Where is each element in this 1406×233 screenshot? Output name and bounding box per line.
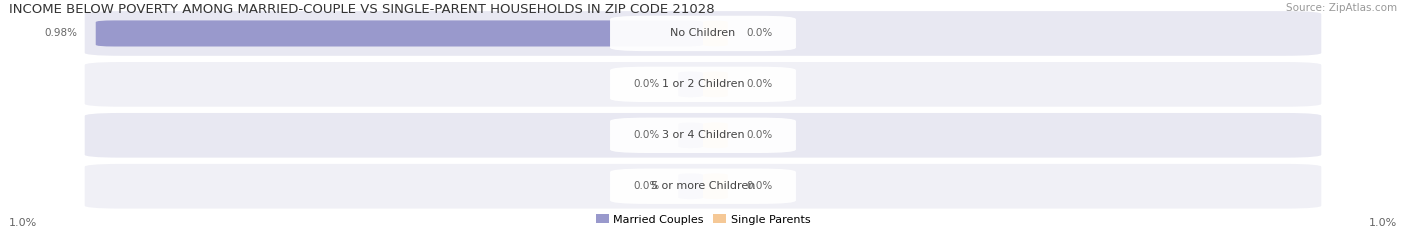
FancyBboxPatch shape bbox=[703, 173, 728, 199]
Text: 1.0%: 1.0% bbox=[1369, 218, 1398, 228]
Text: 0.0%: 0.0% bbox=[633, 130, 659, 140]
FancyBboxPatch shape bbox=[703, 71, 728, 97]
FancyBboxPatch shape bbox=[703, 21, 728, 47]
FancyBboxPatch shape bbox=[678, 122, 703, 148]
Legend: Married Couples, Single Parents: Married Couples, Single Parents bbox=[596, 214, 810, 225]
FancyBboxPatch shape bbox=[96, 21, 703, 47]
FancyBboxPatch shape bbox=[610, 67, 796, 102]
FancyBboxPatch shape bbox=[703, 122, 728, 148]
Text: No Children: No Children bbox=[671, 28, 735, 38]
Text: 0.0%: 0.0% bbox=[633, 181, 659, 191]
FancyBboxPatch shape bbox=[610, 16, 796, 51]
Text: 5 or more Children: 5 or more Children bbox=[651, 181, 755, 191]
FancyBboxPatch shape bbox=[83, 162, 1323, 210]
FancyBboxPatch shape bbox=[610, 168, 796, 204]
FancyBboxPatch shape bbox=[678, 71, 703, 97]
FancyBboxPatch shape bbox=[678, 173, 703, 199]
Text: 0.0%: 0.0% bbox=[747, 28, 773, 38]
Text: 0.98%: 0.98% bbox=[44, 28, 77, 38]
Text: Source: ZipAtlas.com: Source: ZipAtlas.com bbox=[1286, 3, 1398, 13]
Text: 0.0%: 0.0% bbox=[747, 130, 773, 140]
Text: INCOME BELOW POVERTY AMONG MARRIED-COUPLE VS SINGLE-PARENT HOUSEHOLDS IN ZIP COD: INCOME BELOW POVERTY AMONG MARRIED-COUPL… bbox=[8, 3, 714, 16]
FancyBboxPatch shape bbox=[83, 112, 1323, 159]
Text: 0.0%: 0.0% bbox=[747, 79, 773, 89]
Text: 3 or 4 Children: 3 or 4 Children bbox=[662, 130, 744, 140]
Text: 0.0%: 0.0% bbox=[747, 181, 773, 191]
Text: 1.0%: 1.0% bbox=[8, 218, 37, 228]
Text: 0.0%: 0.0% bbox=[633, 79, 659, 89]
FancyBboxPatch shape bbox=[83, 10, 1323, 57]
FancyBboxPatch shape bbox=[610, 118, 796, 153]
FancyBboxPatch shape bbox=[83, 61, 1323, 108]
Text: 1 or 2 Children: 1 or 2 Children bbox=[662, 79, 744, 89]
